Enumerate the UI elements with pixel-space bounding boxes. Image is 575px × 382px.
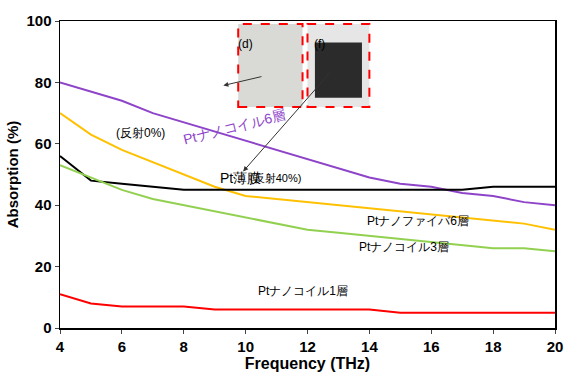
svg-text:4: 4	[56, 338, 65, 355]
svg-text:16: 16	[423, 338, 440, 355]
svg-text:40: 40	[35, 196, 52, 213]
svg-text:Pt薄膜: Pt薄膜	[220, 170, 261, 186]
svg-text:10: 10	[237, 338, 254, 355]
svg-text:100: 100	[26, 12, 51, 29]
svg-text:Ptナノコイル3層: Ptナノコイル3層	[359, 240, 449, 254]
svg-text:14: 14	[361, 338, 378, 355]
svg-text:(反射0%): (反射0%)	[116, 126, 165, 140]
svg-text:Frequency (THz): Frequency (THz)	[245, 355, 370, 372]
svg-text:Ptナノファイバ6層: Ptナノファイバ6層	[367, 214, 469, 228]
svg-text:(d): (d)	[238, 37, 253, 51]
svg-text:20: 20	[35, 258, 52, 275]
svg-text:12: 12	[299, 338, 316, 355]
svg-text:(反射40%): (反射40%)	[250, 172, 301, 184]
svg-text:8: 8	[180, 338, 188, 355]
svg-text:80: 80	[35, 74, 52, 91]
svg-text:Ptナノコイル1層: Ptナノコイル1層	[258, 284, 348, 298]
svg-text:60: 60	[35, 135, 52, 152]
svg-text:18: 18	[485, 338, 502, 355]
svg-text:Absorption (%): Absorption (%)	[4, 121, 21, 228]
svg-text:20: 20	[547, 338, 564, 355]
svg-text:Ptナノコイル6層: Ptナノコイル6層	[182, 106, 288, 147]
svg-text:6: 6	[118, 338, 126, 355]
svg-text:0: 0	[43, 319, 51, 336]
svg-text:(f): (f)	[314, 37, 325, 51]
